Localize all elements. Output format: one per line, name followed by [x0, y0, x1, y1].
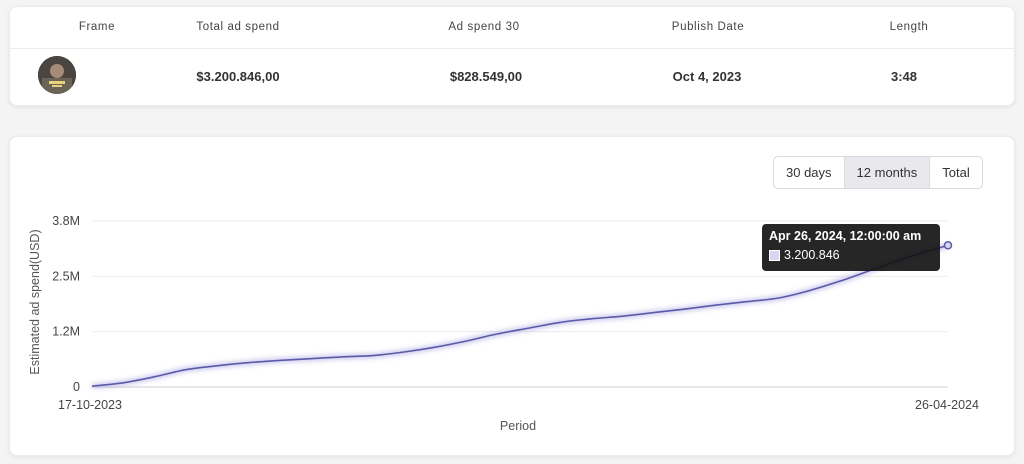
tooltip-color-swatch [769, 249, 780, 261]
range-12-months-button[interactable]: 12 months [844, 157, 931, 188]
tooltip-value: 3.200.846 [784, 248, 840, 262]
y-axis-ticks: 0 1.2M 2.5M 3.8M [52, 214, 80, 394]
y-tick-label: 0 [73, 380, 80, 394]
publish-date-value: Oct 4, 2023 [672, 69, 742, 84]
ad-spend-line-chart[interactable]: 0 1.2M 2.5M 3.8M Estimated ad spend(USD) 17… [10, 137, 1016, 457]
tooltip-title: Apr 26, 2024, 12:00:00 am [769, 229, 922, 243]
video-frame-image [38, 56, 76, 94]
x-start-label: 17-10-2023 [58, 398, 122, 412]
chart-tooltip: Apr 26, 2024, 12:00:00 am 3.200.846 [762, 224, 940, 271]
header-total-ad-spend: Total ad spend [196, 21, 280, 33]
header-frame: Frame [78, 21, 116, 33]
header-ad-spend-30: Ad spend 30 [448, 21, 520, 33]
data-point-highlighted[interactable] [943, 241, 953, 250]
y-axis-label: Estimated ad spend(USD) [28, 229, 42, 374]
header-length: Length [889, 21, 929, 33]
series-points [943, 241, 953, 250]
table-header: Frame Total ad spend Ad spend 30 Publish… [10, 7, 1014, 49]
tooltip-row: 3.200.846 [769, 248, 933, 262]
series-line [91, 244, 949, 387]
ad-spend-30-value: $828.549,00 [449, 69, 523, 84]
x-axis-label: Period [500, 419, 536, 433]
chart-grid [92, 220, 948, 388]
video-frame-thumbnail[interactable] [38, 56, 76, 94]
header-publish-date: Publish Date [671, 21, 745, 33]
video-stats-table: Frame Total ad spend Ad spend 30 Publish… [9, 6, 1015, 106]
x-end-label: 26-04-2024 [915, 398, 979, 412]
y-tick-label: 3.8M [52, 214, 80, 228]
range-total-button[interactable]: Total [942, 165, 970, 180]
range-30-days-button[interactable]: 30 days [774, 157, 845, 188]
length-value: 3:48 [890, 69, 918, 84]
range-selector: 30 days 12 months Total [773, 156, 983, 189]
total-ad-spend-value: $3.200.846,00 [196, 69, 280, 84]
y-tick-label: 1.2M [52, 325, 80, 339]
y-tick-label: 2.5M [52, 269, 80, 283]
ad-spend-chart-card: 30 days 12 months Total 0 1.2M 2.5M 3.8M Es… [9, 136, 1015, 456]
